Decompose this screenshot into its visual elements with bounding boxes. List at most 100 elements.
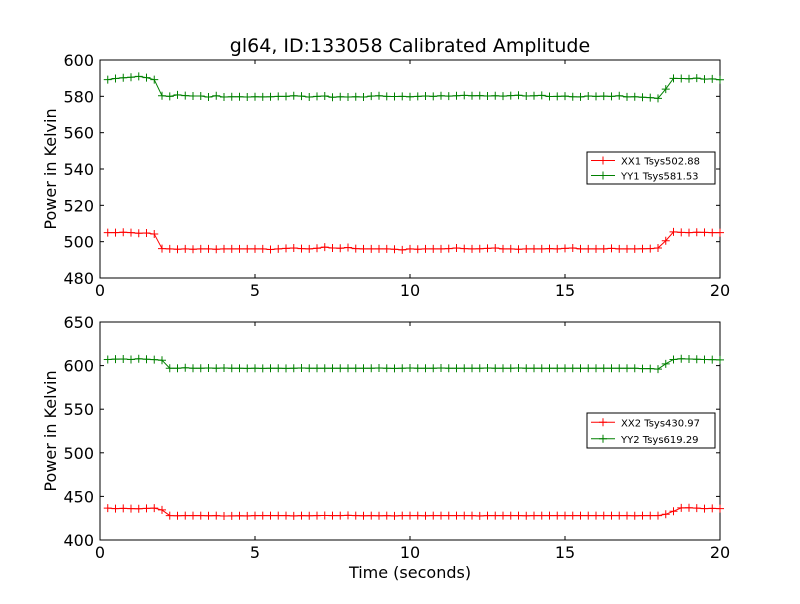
data-point xyxy=(592,92,600,101)
data-point xyxy=(413,364,422,373)
data-point xyxy=(444,92,453,101)
data-point xyxy=(189,364,197,373)
data-point xyxy=(398,245,407,254)
data-point xyxy=(289,364,298,373)
data-point xyxy=(638,364,647,373)
data-point xyxy=(615,91,624,100)
data-point xyxy=(390,364,399,373)
data-point xyxy=(685,228,693,237)
data-point xyxy=(196,244,205,253)
data-point xyxy=(266,364,275,373)
data-point xyxy=(367,511,376,520)
data-point xyxy=(406,244,414,253)
data-point xyxy=(669,74,678,83)
data-point xyxy=(460,244,469,253)
data-point xyxy=(181,91,190,100)
data-point xyxy=(475,364,484,373)
data-point xyxy=(320,364,329,373)
data-point xyxy=(220,512,228,521)
data-point xyxy=(382,244,391,253)
y-tick-label: 600 xyxy=(63,357,94,376)
data-point xyxy=(669,507,678,516)
data-point xyxy=(568,364,577,373)
data-point xyxy=(297,92,306,101)
data-point xyxy=(111,228,120,237)
data-point xyxy=(150,230,159,239)
data-point xyxy=(375,244,383,253)
data-point xyxy=(119,504,128,513)
data-point xyxy=(444,511,453,520)
data-point xyxy=(173,90,182,99)
data-point xyxy=(522,244,531,253)
data-point xyxy=(119,354,128,363)
data-point xyxy=(142,228,151,237)
legend: XX2 Tsys430.97 YY2 Tsys619.29 xyxy=(586,412,716,449)
y-tick-label: 480 xyxy=(63,269,94,288)
data-point xyxy=(158,356,166,365)
data-point xyxy=(421,91,430,100)
data-point xyxy=(421,511,430,520)
data-point xyxy=(692,74,701,83)
data-point xyxy=(576,511,585,520)
series-2 xyxy=(103,354,724,374)
data-point xyxy=(630,364,639,373)
data-point xyxy=(344,511,352,520)
data-point xyxy=(235,92,244,101)
data-point xyxy=(406,92,414,101)
data-point xyxy=(483,244,492,253)
x-tick-label: 5 xyxy=(250,543,260,562)
data-point xyxy=(700,504,709,513)
data-point xyxy=(150,75,159,84)
data-point xyxy=(212,364,221,373)
data-point xyxy=(367,364,376,373)
x-axis-label: Time (seconds) xyxy=(348,563,471,582)
data-point xyxy=(375,511,383,520)
data-point xyxy=(227,511,236,520)
data-point xyxy=(429,511,438,520)
data-point xyxy=(506,364,515,373)
data-point xyxy=(468,364,476,373)
data-point xyxy=(615,244,624,253)
data-point xyxy=(382,92,391,101)
data-point xyxy=(537,511,546,520)
x-tick-label: 15 xyxy=(555,281,575,300)
data-point xyxy=(468,244,476,253)
data-point xyxy=(336,92,345,101)
data-point xyxy=(189,511,197,520)
data-point xyxy=(646,93,655,102)
data-point xyxy=(220,244,228,253)
data-point xyxy=(375,91,383,100)
data-point xyxy=(592,244,600,253)
data-point xyxy=(289,511,298,520)
data-point xyxy=(545,511,554,520)
chart-panel-1: 0 5 10 15 20 480 500 520 540 560 580 600 gl64, ID:13… xyxy=(41,35,730,300)
data-point xyxy=(685,74,693,83)
data-point xyxy=(561,511,569,520)
data-point xyxy=(274,511,283,520)
data-point xyxy=(545,92,554,101)
y-tick-label: 500 xyxy=(63,233,94,252)
data-point xyxy=(251,92,259,101)
data-point xyxy=(328,93,337,102)
data-point xyxy=(134,72,143,81)
x-tick-label: 10 xyxy=(400,281,420,300)
data-point xyxy=(483,511,492,520)
data-point xyxy=(212,91,221,100)
data-point xyxy=(344,93,352,102)
data-point xyxy=(266,511,275,520)
data-point xyxy=(584,244,593,253)
data-point xyxy=(545,244,554,253)
data-point xyxy=(700,228,709,237)
data-point xyxy=(243,511,252,520)
data-point xyxy=(390,92,399,101)
data-point xyxy=(251,511,259,520)
data-point xyxy=(413,511,422,520)
data-point xyxy=(235,244,244,253)
data-point xyxy=(328,244,337,253)
data-point xyxy=(173,245,182,254)
data-point xyxy=(243,364,252,373)
data-point xyxy=(475,244,484,253)
data-point xyxy=(514,511,523,520)
data-point xyxy=(506,244,515,253)
data-point xyxy=(615,511,624,520)
